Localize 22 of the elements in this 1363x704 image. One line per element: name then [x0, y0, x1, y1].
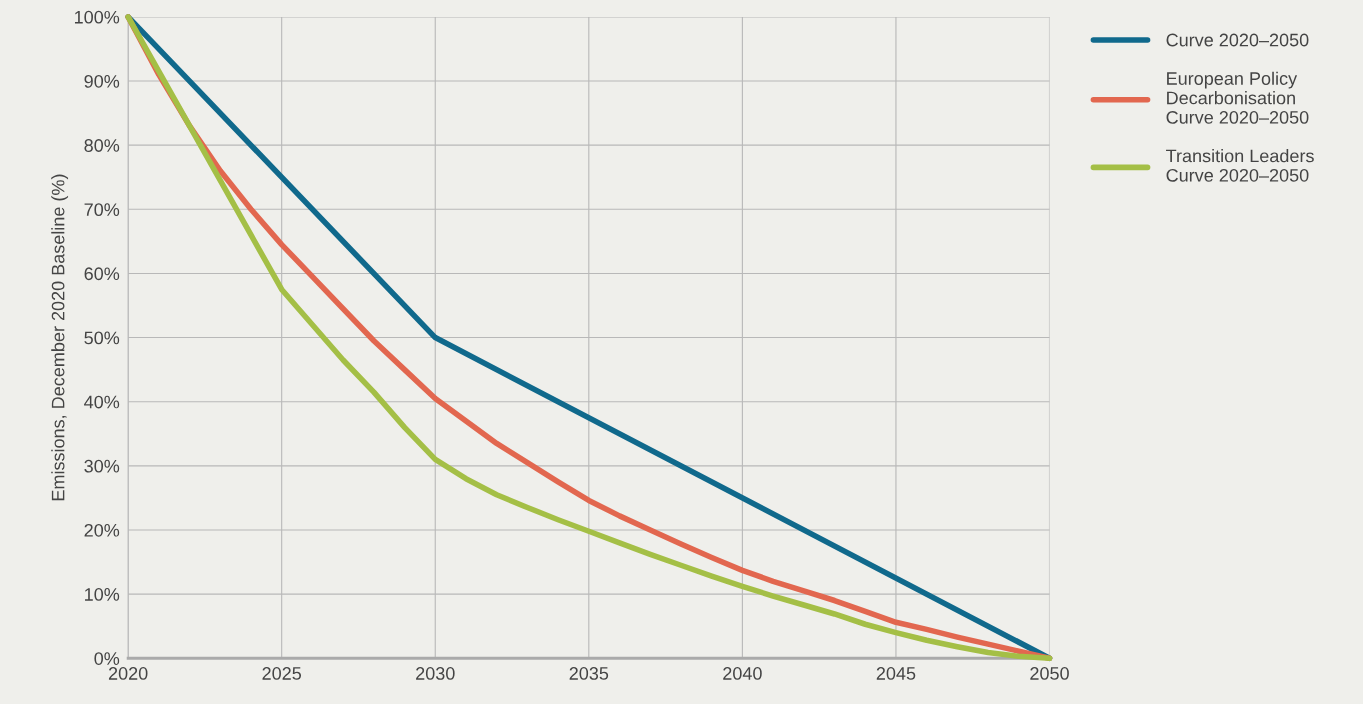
x-tick-label: 2035 — [569, 667, 609, 680]
legend-label: European Policy Decarbonisation Curve 2020–2050 — [1166, 71, 1309, 124]
x-tick-label: 2040 — [723, 667, 762, 680]
x-tick-label: 2050 — [1030, 667, 1069, 680]
y-tick-label: 50% — [84, 331, 120, 345]
y-tick-label: 100% — [74, 10, 120, 24]
y-tick-label: 40% — [84, 395, 120, 409]
legend-label: Curve 2020–2050 — [1166, 33, 1309, 47]
y-tick-label: 80% — [84, 139, 120, 152]
y-tick-label: 0% — [94, 652, 120, 665]
x-tick-label: 2020 — [108, 667, 148, 680]
y-axis-title: Emissions, December 2020 Baseline (%) — [51, 174, 69, 501]
x-tick-label: 2045 — [876, 667, 916, 680]
y-tick-label: 90% — [84, 74, 120, 88]
x-tick-label: 2025 — [262, 667, 302, 680]
y-tick-label: 70% — [84, 203, 120, 217]
x-tick-label: 2030 — [416, 667, 455, 680]
y-tick-label: 60% — [84, 267, 120, 281]
y-tick-label: 10% — [85, 588, 120, 601]
y-tick-label: 30% — [84, 459, 120, 473]
y-tick-label: 20% — [84, 523, 120, 537]
legend-label: Transition Leaders Curve 2020–2050 — [1166, 149, 1314, 182]
